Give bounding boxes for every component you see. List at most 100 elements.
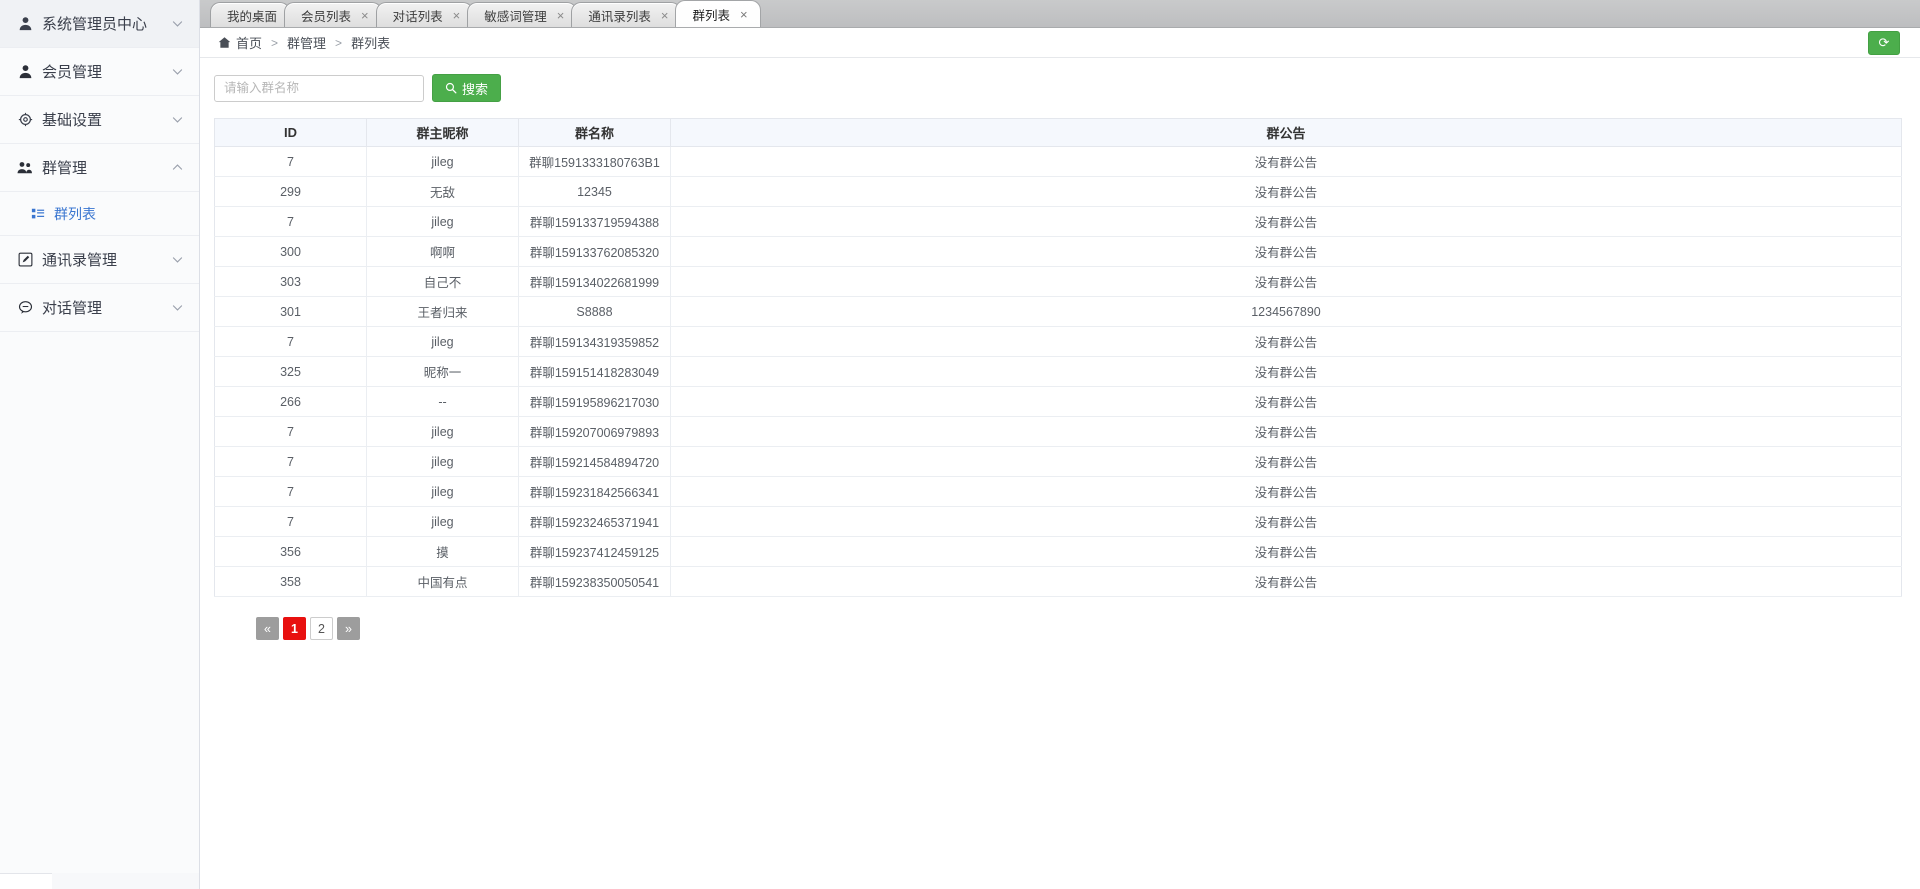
cell-id: 7 xyxy=(214,446,367,477)
sidebar-item-conversation-management[interactable]: 对话管理 xyxy=(0,284,199,332)
pagination-page-2[interactable]: 2 xyxy=(310,617,333,640)
sidebar-item-label: 对话管理 xyxy=(42,300,103,317)
chat-bubble-icon xyxy=(16,299,34,317)
cell-group-name: 群聊159134022681999 xyxy=(518,266,671,297)
cell-owner-nickname: jileg xyxy=(366,146,519,177)
cell-group-notice: 没有群公告 xyxy=(670,386,1902,417)
table-row[interactable]: 358 中国有点 群聊159238350050541 没有群公告 xyxy=(214,566,1902,597)
table-row[interactable]: 7 jileg 群聊159134319359852 没有群公告 xyxy=(214,326,1902,357)
tab-label: 我的桌面 xyxy=(227,9,278,24)
users-icon xyxy=(16,159,34,177)
cell-group-name: 群聊159133719594388 xyxy=(518,206,671,237)
close-icon[interactable]: × xyxy=(660,7,669,23)
tab-conversation-list[interactable]: 对话列表 × xyxy=(375,2,474,27)
cell-group-notice: 没有群公告 xyxy=(670,416,1902,447)
sidebar-item-basic-settings[interactable]: 基础设置 xyxy=(0,96,199,144)
cell-group-notice: 没有群公告 xyxy=(670,476,1902,507)
cell-group-name: 群聊159237412459125 xyxy=(518,536,671,567)
cell-group-notice: 没有群公告 xyxy=(670,536,1902,567)
sidebar-item-admin-center[interactable]: 系统管理员中心 xyxy=(0,0,199,48)
close-icon[interactable]: × xyxy=(556,7,565,23)
cell-id: 7 xyxy=(214,326,367,357)
sidebar-item-group-list[interactable]: 群列表 xyxy=(0,192,199,236)
table-row[interactable]: 325 昵称一 群聊159151418283049 没有群公告 xyxy=(214,356,1902,387)
table-header-row: ID 群主昵称 群名称 群公告 xyxy=(214,118,1902,147)
cell-owner-nickname: 王者归来 xyxy=(366,296,519,327)
chevron-down-icon xyxy=(169,16,185,32)
cell-owner-nickname: jileg xyxy=(366,326,519,357)
table-row[interactable]: 303 自己不 群聊159134022681999 没有群公告 xyxy=(214,266,1902,297)
breadcrumb-bar: 首页 > 群管理 > 群列表 ⟳ xyxy=(200,28,1920,58)
cell-id: 356 xyxy=(214,536,367,567)
cell-group-notice: 没有群公告 xyxy=(670,566,1902,597)
cell-group-notice: 没有群公告 xyxy=(670,146,1902,177)
sidebar-item-member-management[interactable]: 会员管理 xyxy=(0,48,199,96)
breadcrumb-separator: > xyxy=(271,35,279,50)
table-head: ID 群主昵称 群名称 群公告 xyxy=(214,118,1902,147)
breadcrumb-item-group-management[interactable]: 群管理 xyxy=(287,36,327,51)
chevron-down-icon xyxy=(169,112,185,128)
breadcrumb-item-home[interactable]: 首页 xyxy=(236,36,263,51)
table-row[interactable]: 299 无敌 12345 没有群公告 xyxy=(214,176,1902,207)
cell-group-name: 群聊159231842566341 xyxy=(518,476,671,507)
cell-group-notice: 没有群公告 xyxy=(670,266,1902,297)
sidebar: 系统管理员中心 会员管理 基础设置 xyxy=(0,0,200,889)
cell-owner-nickname: 无敌 xyxy=(366,176,519,207)
tab-label: 敏感词管理 xyxy=(484,9,547,24)
pagination-prev-button[interactable]: « xyxy=(256,617,279,640)
table-row[interactable]: 7 jileg 群聊159214584894720 没有群公告 xyxy=(214,446,1902,477)
cell-group-name: 群聊159207006979893 xyxy=(518,416,671,447)
refresh-button[interactable]: ⟳ xyxy=(1868,31,1900,55)
table-row[interactable]: 7 jileg 群聊1591333180763B1 没有群公告 xyxy=(214,146,1902,177)
search-button-label: 搜索 xyxy=(462,81,489,97)
sidebar-item-contacts-management[interactable]: 通讯录管理 xyxy=(0,236,199,284)
list-icon xyxy=(30,206,46,222)
table-row[interactable]: 300 啊啊 群聊159133762085320 没有群公告 xyxy=(214,236,1902,267)
breadcrumb-item-group-list[interactable]: 群列表 xyxy=(351,36,391,51)
breadcrumb-separator: > xyxy=(335,35,343,50)
column-header-owner-nickname: 群主昵称 xyxy=(366,118,519,147)
sidebar-item-label: 群管理 xyxy=(42,160,88,177)
search-button[interactable]: 搜索 xyxy=(432,74,502,102)
table-row[interactable]: 356 摸群聊159237412459125 没有群公告 xyxy=(214,536,1902,567)
cell-group-notice: 没有群公告 xyxy=(670,206,1902,237)
cell-id: 7 xyxy=(214,476,367,507)
cell-group-notice: 没有群公告 xyxy=(670,506,1902,537)
table-row[interactable]: 7 jileg 群聊159133719594388 没有群公告 xyxy=(214,206,1902,237)
close-icon[interactable]: × xyxy=(361,7,369,23)
tab-my-desktop[interactable]: 我的桌面 xyxy=(210,2,291,27)
tab-group-list[interactable]: 群列表 × xyxy=(675,0,761,27)
cell-group-name: 群聊159151418283049 xyxy=(518,356,671,387)
table-row[interactable]: 7 jileg 群聊159232465371941 没有群公告 xyxy=(214,506,1902,537)
tab-contacts-list[interactable]: 通讯录列表 × xyxy=(571,2,682,27)
close-icon[interactable]: × xyxy=(739,6,748,22)
column-header-id: ID xyxy=(214,118,367,147)
tab-label: 会员列表 xyxy=(301,9,352,24)
pagination-next-button[interactable]: » xyxy=(337,617,360,640)
close-icon[interactable]: × xyxy=(452,7,461,23)
sidebar-item-group-management[interactable]: 群管理 xyxy=(0,144,199,192)
pagination-page-1[interactable]: 1 xyxy=(283,617,306,640)
user-icon xyxy=(16,63,34,81)
cell-owner-nickname: -- xyxy=(366,386,519,417)
cell-group-name: 群聊159134319359852 xyxy=(518,326,671,357)
tab-sensitive-words[interactable]: 敏感词管理 × xyxy=(467,2,578,27)
cell-group-name: 群聊159133762085320 xyxy=(518,236,671,267)
cell-owner-nickname: jileg xyxy=(366,416,519,447)
table-row[interactable]: 7 jileg 群聊159207006979893 没有群公告 xyxy=(214,416,1902,447)
sidebar-bottom-strip xyxy=(0,873,52,889)
table-row[interactable]: 7 jileg 群聊159231842566341 没有群公告 xyxy=(214,476,1902,507)
cell-id: 303 xyxy=(214,266,367,297)
tab-label: 对话列表 xyxy=(392,9,443,24)
cell-owner-nickname: jileg xyxy=(366,476,519,507)
cell-owner-nickname: jileg xyxy=(366,506,519,537)
tab-member-list[interactable]: 会员列表 × xyxy=(284,2,382,27)
table-row[interactable]: 266 -- 群聊159195896217030 没有群公告 xyxy=(214,386,1902,417)
table-row[interactable]: 301 王者归来 S8888 1234567890 xyxy=(214,296,1902,327)
tab-bar: 我的桌面 会员列表 × 对话列表 × 敏感词管理 × 通讯录列表 × 群列表 × xyxy=(200,0,1920,28)
search-input[interactable] xyxy=(214,74,424,102)
tab-label: 通讯录列表 xyxy=(588,9,651,24)
user-icon xyxy=(16,15,34,33)
cell-owner-nickname: 摸 xyxy=(366,536,519,567)
